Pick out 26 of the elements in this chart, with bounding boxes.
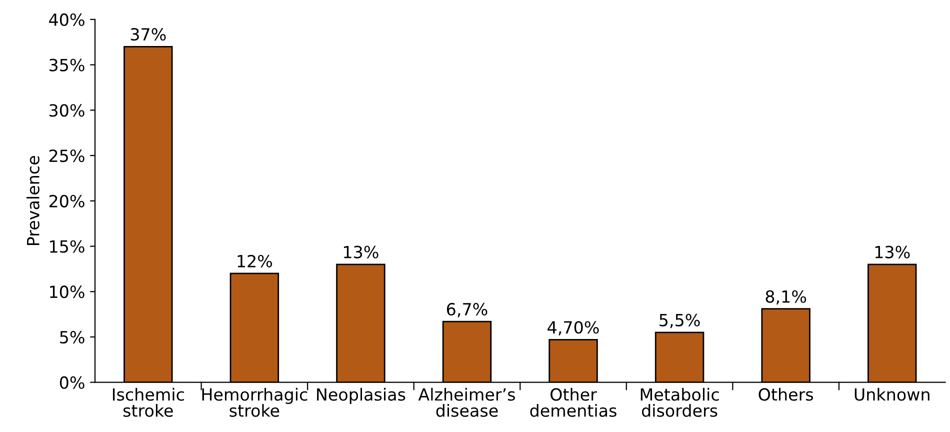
y-tick-label: 25% <box>49 149 84 162</box>
x-tick-label: Hemorrhagic stroke <box>202 388 308 417</box>
data-label: 4,70% <box>548 321 599 336</box>
data-label: 13% <box>875 246 910 258</box>
y-tick-label: 15% <box>50 240 84 253</box>
x-tick-label: Others <box>758 388 814 401</box>
x-tick-label: Other dementias <box>530 388 616 417</box>
y-tick-label: 20% <box>49 194 84 208</box>
y-tick-label: 10% <box>50 286 84 298</box>
y-tick-label: 35% <box>50 58 84 72</box>
y-tick-label: 5% <box>60 330 84 344</box>
data-label: 37% <box>130 28 166 41</box>
y-axis-title: Prevalence <box>26 156 40 245</box>
data-label: 5,5% <box>660 314 700 328</box>
x-tick-label: Alzheimer’s disease <box>418 388 515 417</box>
data-label: 12% <box>238 254 272 268</box>
x-tick-label: Ischemic stroke <box>112 388 184 417</box>
y-tick-label: 30% <box>50 104 84 117</box>
x-tick-label: Unknown <box>854 388 930 401</box>
y-tick-label: 40% <box>49 13 84 26</box>
x-tick-label: Neoplasias <box>317 388 406 404</box>
data-label: 6,7% <box>446 302 488 318</box>
data-label: 13% <box>344 246 378 258</box>
data-label: 8,1% <box>766 290 806 305</box>
y-tick-label: 0% <box>60 376 84 389</box>
x-tick-label: Metabolic disorders <box>640 388 719 417</box>
